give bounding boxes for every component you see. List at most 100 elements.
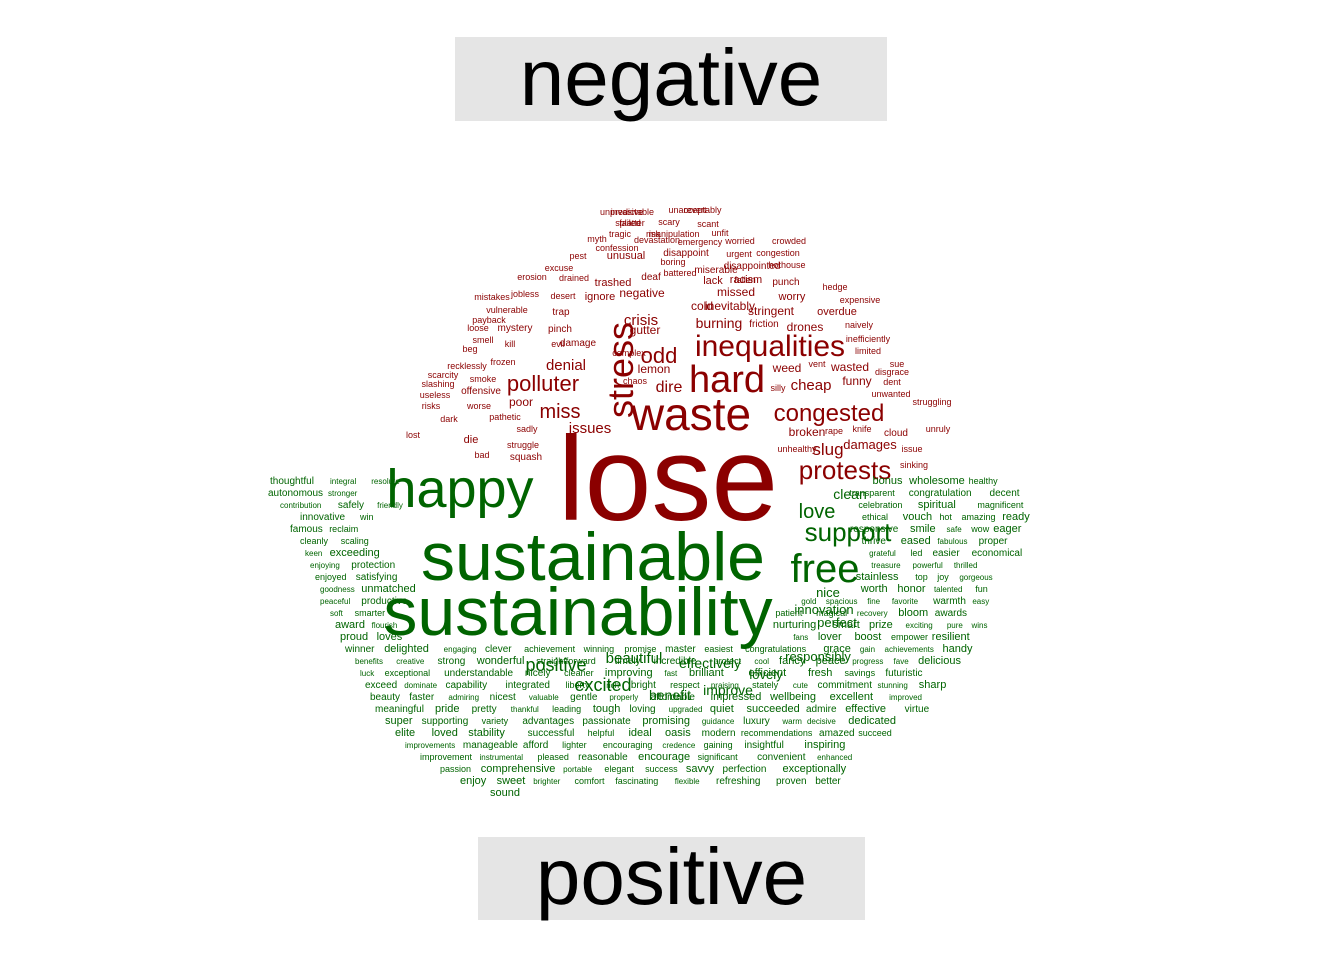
cloud-word: keen <box>305 549 322 558</box>
cloud-word: magnificent <box>977 500 1024 510</box>
cloud-word: unhealthy <box>777 444 817 454</box>
cloud-word: inequalities <box>695 330 845 363</box>
cloud-word: pleased <box>537 752 569 762</box>
cloud-word: smarter <box>355 608 386 618</box>
cloud-word: deaf <box>641 272 661 283</box>
cloud-word: integrated <box>505 680 549 691</box>
cloud-word: liberty <box>565 680 590 690</box>
cloud-word: nicely <box>525 668 551 679</box>
cloud-word: exceptional <box>385 668 431 678</box>
cloud-word: portable <box>563 765 592 774</box>
cloud-word: issue <box>901 444 922 454</box>
small-positive-words: thoughtful integral resolute bonus wholesome… <box>268 475 1030 799</box>
cloud-word: beautiful <box>606 650 663 667</box>
cloud-word: exceeding <box>330 547 380 559</box>
cloud-word: miserable <box>694 265 738 276</box>
cloud-word: funny <box>842 374 871 388</box>
cloud-word: hothouse <box>768 260 805 270</box>
cloud-word: pure <box>947 621 964 630</box>
cloud-word: sweet <box>497 775 526 787</box>
cloud-word: recklessly <box>447 361 487 371</box>
cloud-word: oasis <box>665 727 691 739</box>
cloud-word: vent <box>808 359 826 369</box>
cloud-word: sharp <box>919 679 947 691</box>
cloud-word: burning <box>696 315 743 331</box>
cloud-word: ethical <box>862 512 888 522</box>
cloud-word: myth <box>587 234 607 244</box>
cloud-word: effectively <box>679 655 741 671</box>
cloud-word: improvements <box>405 741 455 750</box>
cloud-word: fun <box>975 584 988 594</box>
cloud-word: innovation <box>794 602 853 617</box>
cloud-word: understandable <box>444 668 513 679</box>
cloud-word: delicious <box>918 655 961 667</box>
cloud-word: peaceful <box>320 597 350 606</box>
cloud-word: frozen <box>490 357 515 367</box>
cloud-word: unfit <box>711 228 729 238</box>
cloud-word: waste <box>630 388 751 440</box>
cloud-word: innovative <box>300 512 345 523</box>
cloud-word: sustainable <box>421 519 765 595</box>
cloud-word: fancy <box>779 655 806 667</box>
cloud-word: passionate <box>582 716 631 727</box>
cloud-word: fave <box>894 657 910 666</box>
cloud-word: top <box>915 572 928 582</box>
cloud-word: enhanced <box>817 753 852 762</box>
cloud-word: savvy <box>686 763 715 775</box>
cloud-word: odd <box>641 343 678 368</box>
cloud-word: achievement <box>524 644 576 654</box>
cloud-word: lighter <box>562 740 587 750</box>
cloud-word: gain <box>860 645 875 654</box>
cloud-word: leading <box>552 704 581 714</box>
cloud-word: unmatched <box>361 583 415 595</box>
cloud-word: commitment <box>818 680 873 691</box>
cloud-word: congestion <box>756 248 800 258</box>
cloud-word: scarcity <box>428 370 459 380</box>
cloud-word: properly <box>609 693 638 702</box>
cloud-word: rich <box>606 681 619 690</box>
cloud-word: gentle <box>570 692 598 703</box>
cloud-word: lost <box>406 430 421 440</box>
cloud-word: loving <box>629 704 655 715</box>
cloud-word: protection <box>351 560 395 571</box>
cloud-word: inefficiently <box>846 334 891 344</box>
cloud-word: lack <box>703 275 723 287</box>
cloud-word: exceed <box>365 680 397 691</box>
cloud-word: beg <box>462 344 477 354</box>
cloud-word: lose <box>558 412 778 546</box>
cloud-word: unwanted <box>871 389 910 399</box>
cloud-word: healthy <box>969 476 999 486</box>
cloud-word: pest <box>569 251 587 261</box>
cloud-word: brighter <box>533 777 560 786</box>
cloud-word: struggling <box>912 397 951 407</box>
cloud-word: easier <box>932 548 960 559</box>
cloud-word: led <box>910 548 922 558</box>
cloud-word: tragic <box>609 229 632 239</box>
cloud-word: cold <box>691 299 713 313</box>
cloud-word: smart <box>832 619 860 631</box>
cloud-word: broken <box>789 425 826 439</box>
cloud-word: risk <box>646 229 660 239</box>
cloud-word: die <box>464 434 479 446</box>
cloud-word: scary <box>658 217 680 227</box>
cloud-word: delighted <box>384 643 429 655</box>
cloud-word: decent <box>990 488 1020 499</box>
cloud-word: talented <box>934 585 962 594</box>
cloud-word: overdue <box>817 306 857 318</box>
cloud-word: sustainability <box>383 574 772 650</box>
cloud-word: impressed <box>711 691 762 703</box>
cloud-word: convenient <box>757 752 806 763</box>
cloud-word: crisis <box>624 312 658 329</box>
cloud-word: achievements <box>885 645 934 654</box>
cloud-word: improved <box>889 693 922 702</box>
cloud-word: passion <box>440 764 471 774</box>
positive-label: positive <box>478 837 865 920</box>
cloud-word: desert <box>550 291 576 301</box>
cloud-word: dominate <box>404 681 437 690</box>
cloud-word: missed <box>717 285 755 299</box>
cloud-word: disappointed <box>724 261 781 272</box>
cloud-word: capability <box>445 680 487 691</box>
cloud-word: polluter <box>507 371 579 396</box>
cloud-word: perfection <box>723 764 767 775</box>
